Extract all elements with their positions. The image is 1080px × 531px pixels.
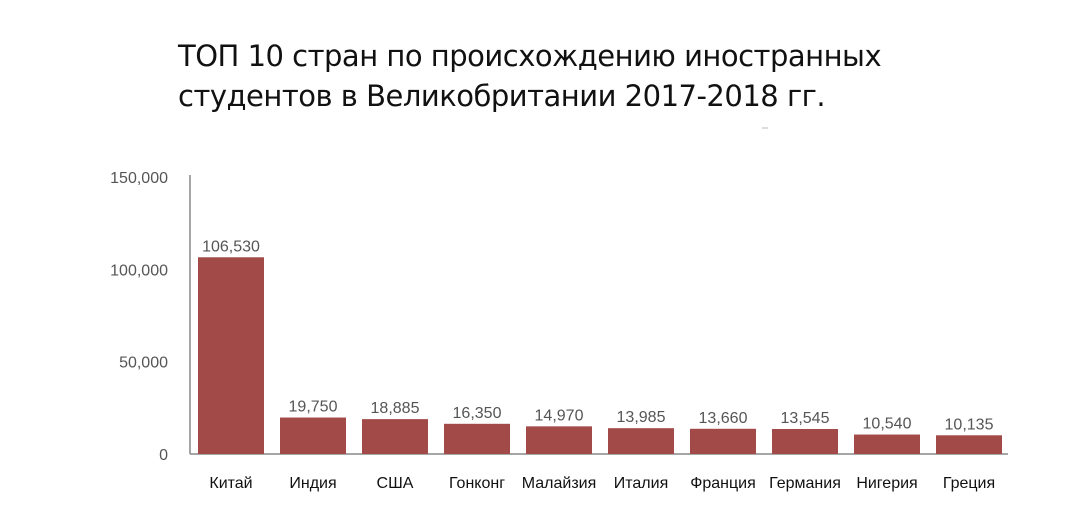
x-tick-label: Италия — [614, 475, 668, 492]
x-tick-label: Малайзия — [522, 475, 597, 492]
data-label: 13,660 — [699, 410, 748, 427]
x-tick-label: Франция — [690, 475, 756, 492]
bar-10 — [936, 435, 1002, 454]
chart-title: ТОП 10 стран по происхождению иностранны… — [178, 36, 882, 116]
data-label: 13,985 — [617, 409, 666, 426]
x-tick-label: Греция — [943, 475, 995, 492]
x-tick-label: Германия — [769, 475, 841, 492]
x-tick-label: Нигерия — [856, 475, 917, 492]
data-label: 10,135 — [945, 416, 994, 433]
x-tick-label: Гонконг — [449, 475, 505, 492]
chart-title-line-1: ТОП 10 стран по происхождению иностранны… — [178, 39, 882, 73]
data-label: 13,545 — [781, 410, 830, 427]
bar-5 — [526, 426, 592, 454]
data-label: 18,885 — [371, 400, 420, 417]
x-tick-label: Китай — [209, 475, 252, 492]
x-tick-label: США — [377, 475, 414, 492]
y-tick-label: 50,000 — [119, 355, 168, 372]
bar-6 — [608, 428, 674, 454]
chart-title-line-2: студентов в Великобритании 2017-2018 гг. — [178, 79, 826, 113]
bar-1 — [198, 257, 264, 454]
data-label: 10,540 — [863, 416, 912, 433]
y-tick-label: 0 — [159, 447, 168, 464]
bar-2 — [280, 417, 346, 454]
bar-4 — [444, 423, 510, 454]
x-tick-label: Индия — [289, 475, 336, 492]
bar-8 — [772, 428, 838, 454]
bar-7 — [690, 428, 756, 454]
data-label: 16,350 — [453, 405, 502, 422]
y-tick-label: 100,000 — [110, 262, 168, 279]
bar-9 — [854, 434, 920, 454]
data-label: 19,750 — [289, 399, 338, 416]
data-label: 14,970 — [535, 407, 584, 424]
data-label: 106,530 — [202, 238, 260, 255]
bar-3 — [362, 419, 428, 454]
y-tick-label: 150,000 — [110, 170, 168, 187]
